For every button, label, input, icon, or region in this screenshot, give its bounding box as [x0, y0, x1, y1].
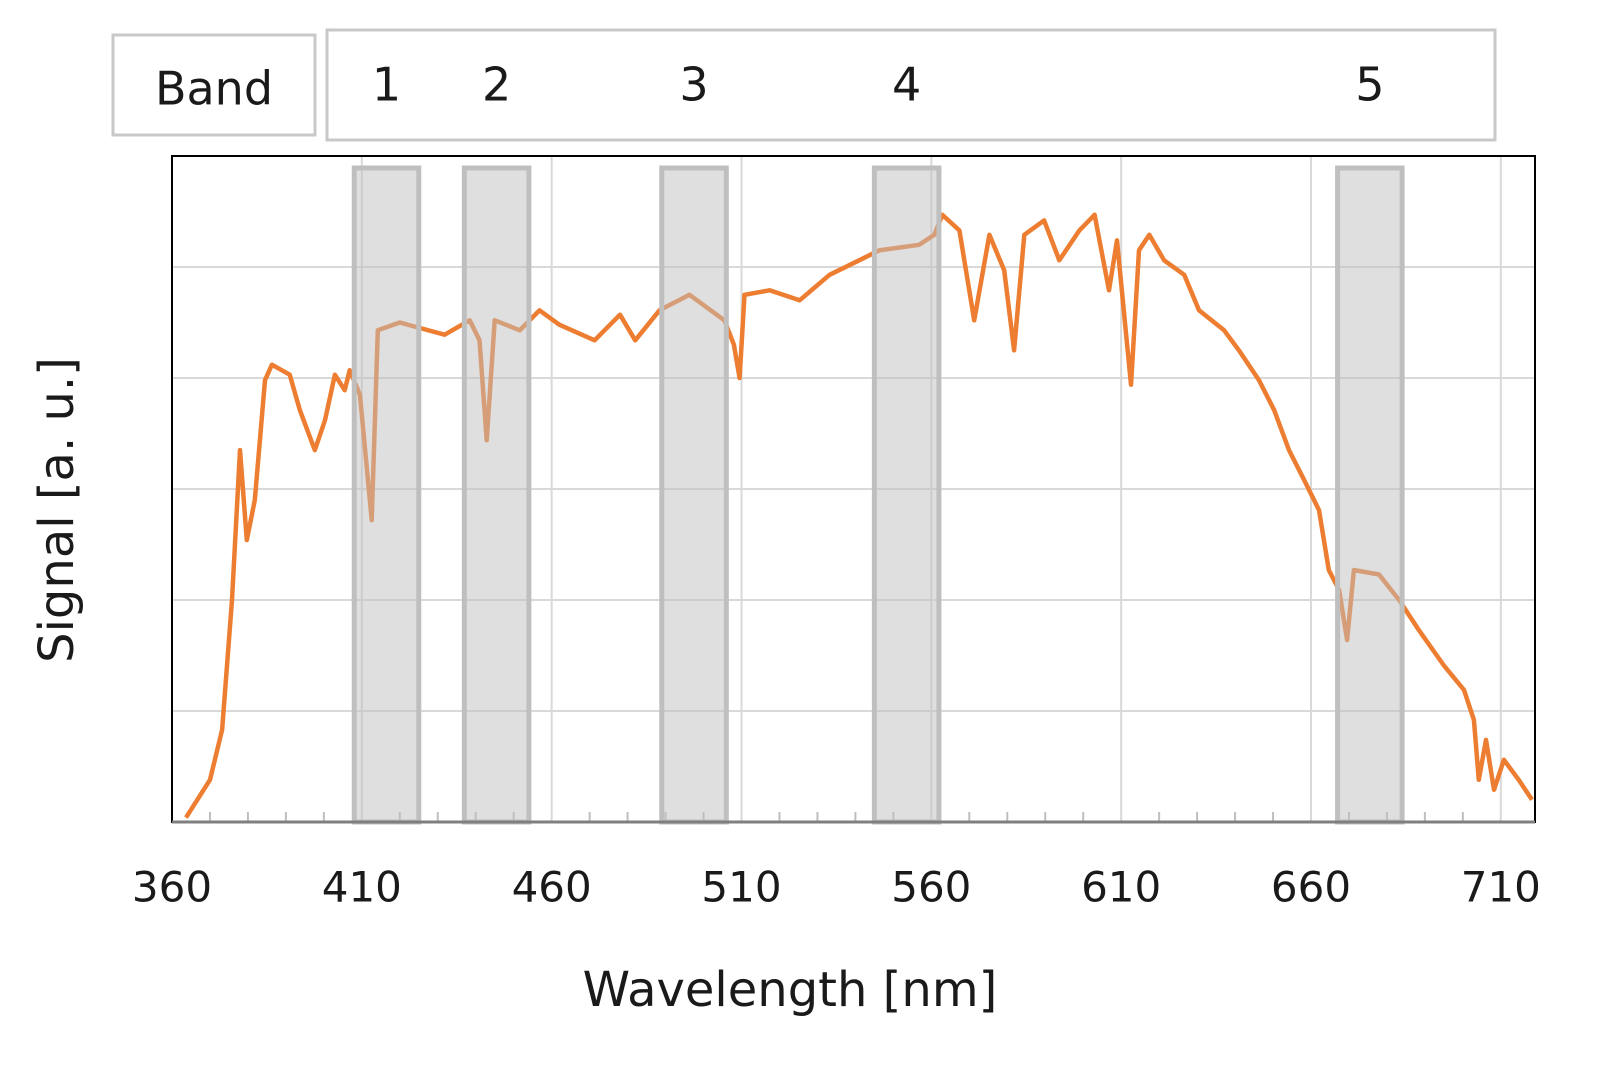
band-label: 1	[372, 58, 401, 112]
x-tick-label: 460	[512, 863, 592, 912]
x-tick-label: 510	[701, 863, 781, 912]
band-label: 2	[482, 58, 511, 112]
x-tick-label: 710	[1461, 863, 1541, 912]
x-tick-label: 410	[322, 863, 402, 912]
band-label: 4	[892, 58, 921, 112]
band-region	[1335, 165, 1405, 825]
x-tick-label: 560	[891, 863, 971, 912]
band-header-box	[111, 33, 317, 137]
band-region	[659, 165, 729, 825]
x-tick-label: 360	[132, 863, 212, 912]
band-header: Band	[155, 62, 273, 116]
band-label: 3	[679, 58, 708, 112]
band-region	[461, 165, 532, 825]
band-region	[871, 165, 942, 825]
x-axis-title: Wavelength [nm]	[583, 962, 998, 1018]
x-tick-label: 610	[1081, 863, 1161, 912]
y-axis-title: Signal [a. u.]	[29, 357, 85, 663]
band-label: 5	[1355, 58, 1384, 112]
band-region	[351, 165, 422, 825]
band-label-box	[325, 28, 1497, 142]
x-tick-label: 660	[1271, 863, 1351, 912]
